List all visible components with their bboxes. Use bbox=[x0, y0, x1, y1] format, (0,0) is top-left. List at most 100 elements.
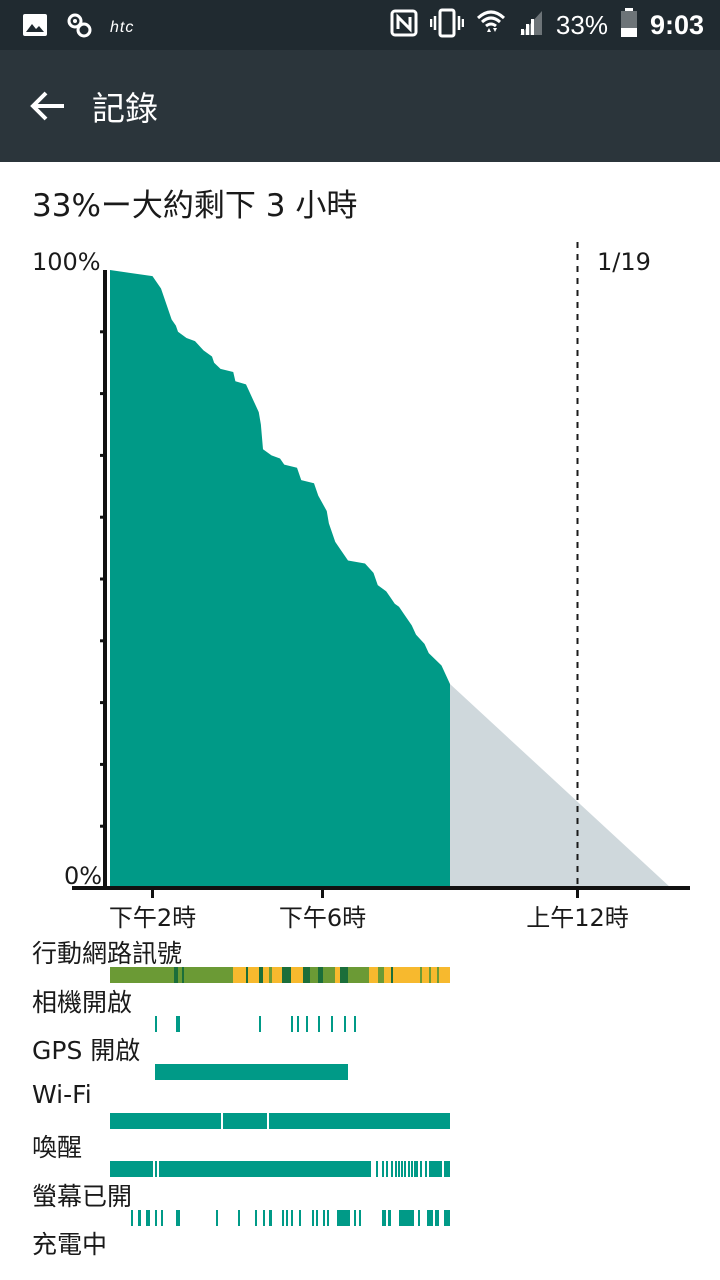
activity-segment bbox=[110, 1161, 153, 1177]
signal-segment bbox=[269, 967, 272, 983]
signal-segment bbox=[233, 967, 246, 983]
app-bar: 記錄 bbox=[0, 50, 720, 162]
clock: 9:03 bbox=[649, 9, 704, 40]
activity-segment bbox=[358, 1209, 361, 1226]
signal-segment bbox=[173, 967, 178, 983]
signal-segment bbox=[182, 967, 185, 983]
activity-segment bbox=[424, 1161, 427, 1177]
activity-segment bbox=[131, 1209, 134, 1226]
activity-segment bbox=[158, 1161, 372, 1177]
signal-segment bbox=[178, 967, 183, 983]
activity-segment bbox=[290, 1015, 293, 1032]
signal-segment bbox=[420, 967, 423, 983]
signal-segment bbox=[392, 967, 421, 983]
activity-segment bbox=[388, 1209, 391, 1226]
x-axis-tick-label: 下午2時 bbox=[109, 904, 196, 932]
activity-segment bbox=[326, 1209, 329, 1226]
activity-segment bbox=[154, 1209, 157, 1226]
signal-segment bbox=[248, 967, 259, 983]
notification-icon bbox=[66, 12, 92, 43]
activity-segment bbox=[216, 1209, 219, 1226]
date-marker-label: 1/19 bbox=[597, 248, 651, 276]
signal-segment bbox=[377, 967, 385, 983]
battery-icon bbox=[620, 7, 638, 43]
stat-label: GPS 開啟 bbox=[32, 1036, 141, 1065]
activity-segment bbox=[175, 1209, 181, 1226]
stat-label: 螢幕已開 bbox=[32, 1181, 133, 1211]
battery-summary: 33%ー大約剩下 3 小時 bbox=[32, 188, 358, 224]
activity-segment bbox=[354, 1209, 357, 1226]
signal-segment bbox=[263, 967, 270, 983]
signal-segment bbox=[246, 967, 249, 983]
battery-percent: 33% bbox=[555, 9, 608, 40]
signal-segment bbox=[303, 967, 310, 983]
signal-segment bbox=[439, 967, 450, 983]
stat-label: 喚醒 bbox=[32, 1133, 83, 1162]
activity-segment bbox=[137, 1209, 141, 1226]
page-title: 記錄 bbox=[92, 89, 158, 128]
signal-segment bbox=[271, 967, 283, 983]
activity-segment bbox=[146, 1209, 151, 1226]
activity-segment bbox=[110, 1112, 221, 1129]
y-axis-bottom-label: 0% bbox=[64, 862, 102, 890]
activity-segment bbox=[258, 1015, 261, 1032]
activity-segment bbox=[286, 1209, 289, 1226]
signal-segment bbox=[318, 967, 323, 983]
activity-segment bbox=[154, 1161, 157, 1177]
estimated-remaining-area bbox=[450, 684, 671, 888]
x-axis-tick-label: 下午6時 bbox=[279, 904, 366, 932]
signal-icon bbox=[518, 9, 544, 42]
activity-segment bbox=[404, 1161, 407, 1177]
activity-segment bbox=[282, 1209, 285, 1226]
activity-segment bbox=[426, 1209, 433, 1226]
stat-label: 充電中 bbox=[32, 1230, 108, 1259]
x-axis-tick-label: 上午12時 bbox=[526, 904, 629, 932]
activity-segment bbox=[316, 1209, 319, 1226]
signal-segment bbox=[258, 967, 263, 983]
activity-segment bbox=[305, 1015, 308, 1032]
activity-segment bbox=[254, 1209, 257, 1226]
activity-segment bbox=[382, 1209, 387, 1226]
activity-segment bbox=[297, 1015, 299, 1032]
signal-segment bbox=[384, 967, 391, 983]
activity-segment bbox=[311, 1209, 314, 1226]
image-icon bbox=[22, 13, 48, 42]
battery-level-area bbox=[110, 270, 450, 888]
activity-segment bbox=[413, 1161, 419, 1177]
activity-segment bbox=[269, 1112, 450, 1129]
signal-segment bbox=[422, 967, 429, 983]
signal-segment bbox=[339, 967, 348, 983]
activity-segment bbox=[401, 1161, 404, 1177]
stat-label: Wi-Fi bbox=[32, 1079, 92, 1109]
activity-segment bbox=[263, 1209, 266, 1226]
activity-segment bbox=[299, 1209, 302, 1226]
signal-segment bbox=[335, 967, 340, 983]
stat-label: 行動網路訊號 bbox=[32, 939, 183, 968]
signal-segment bbox=[437, 967, 440, 983]
back-button[interactable] bbox=[22, 80, 74, 132]
activity-segment bbox=[337, 1209, 351, 1226]
stat-label: 相機開啟 bbox=[32, 987, 133, 1017]
activity-segment bbox=[443, 1161, 450, 1177]
activity-segment bbox=[394, 1161, 397, 1177]
activity-segment bbox=[390, 1161, 393, 1177]
activity-segment bbox=[354, 1015, 357, 1032]
activity-segment bbox=[222, 1112, 268, 1129]
battery-history-chart: 100% 0% 1/19 下午2時 下午6時 上午12時 bbox=[32, 242, 690, 932]
activity-segment bbox=[443, 1209, 450, 1226]
y-axis-top-label: 100% bbox=[32, 248, 101, 276]
activity-segment bbox=[407, 1161, 410, 1177]
activity-segment bbox=[418, 1209, 421, 1226]
activity-segment bbox=[428, 1161, 442, 1177]
signal-segment bbox=[110, 967, 174, 983]
activity-segment bbox=[399, 1209, 414, 1226]
signal-segment bbox=[430, 967, 438, 983]
nfc-icon bbox=[390, 9, 418, 42]
wifi-icon bbox=[476, 8, 506, 43]
signal-segment bbox=[290, 967, 304, 983]
activity-segment bbox=[382, 1161, 385, 1177]
signal-segment bbox=[184, 967, 234, 983]
activity-segment bbox=[154, 1064, 348, 1080]
signal-segment bbox=[390, 967, 393, 983]
activity-segment bbox=[398, 1161, 401, 1177]
